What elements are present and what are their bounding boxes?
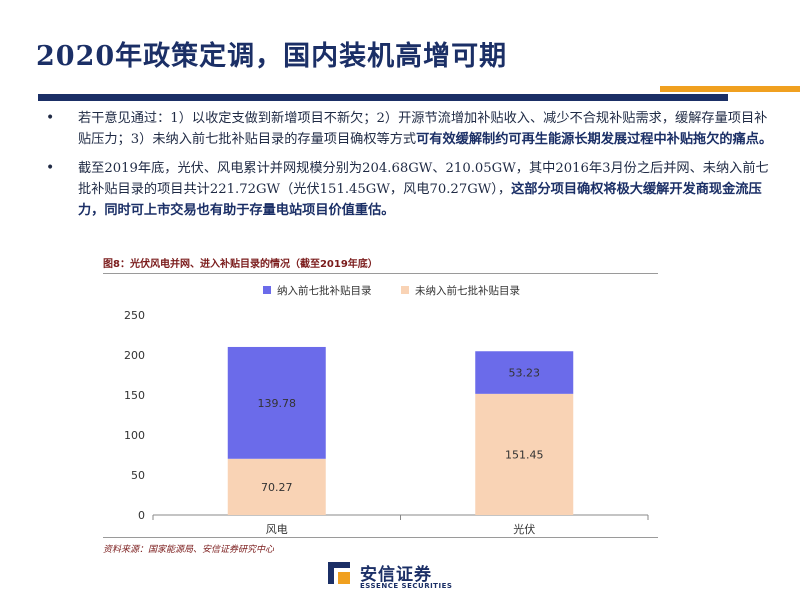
data-label: 139.78: [258, 397, 297, 410]
figure-top-rule: [103, 273, 658, 274]
legend-label: 纳入前七批补贴目录: [277, 284, 372, 297]
figure-bottom-rule: [103, 537, 658, 538]
figure: 图8：光伏风电并网、进入补贴目录的情况（截至2019年底） 0 50 100 150 2…: [103, 255, 658, 555]
bar-segment: [475, 393, 574, 515]
title-rule-blue: [38, 94, 728, 101]
logo-mark-icon: [328, 562, 350, 584]
bullet-text: 若干意见通过：1）以收定支做到新增项目不新欠；2）开源节流增加补贴收入、减少不合…: [78, 111, 768, 147]
y-tick-label: 50: [131, 469, 145, 482]
bullet-item: • 若干意见通过：1）以收定支做到新增项目不新欠；2）开源节流增加补贴收入、减少…: [38, 108, 773, 150]
y-tick-label: 150: [124, 389, 145, 402]
bullet-marker: •: [46, 160, 55, 176]
x-tick-label: 风电: [266, 523, 288, 536]
y-tick-label: 250: [124, 309, 145, 322]
bullet-bold-text: 这部分项目确权将极大缓解开发商现金流压力，同时可上市交易也有助于存量电站项目价值…: [78, 182, 762, 218]
data-label: 151.45: [505, 448, 544, 461]
bullet-item: • 截至2019年底，光伏、风电累计并网规模分别为204.68GW、210.05…: [38, 158, 773, 221]
company-logo: 安信证券 ESSENCE SECURITIES: [326, 560, 476, 596]
bullet-text: 截至2019年底，光伏、风电累计并网规模分别为204.68GW、210.05GW…: [78, 161, 769, 197]
bullet-marker: •: [46, 110, 55, 126]
legend-swatch: [401, 286, 409, 294]
data-label: 53.23: [509, 367, 541, 380]
bar-segment: [227, 458, 326, 515]
y-tick-label: 0: [138, 509, 145, 522]
x-tick-label: 光伏: [513, 522, 535, 536]
figure-source: 资料来源：国家能源局、安信证券研究中心: [103, 545, 275, 555]
figure-caption: 图8：光伏风电并网、进入补贴目录的情况（截至2019年底）: [103, 259, 378, 270]
bullet-bold-text: 可有效缓解制约可再生能源长期发展过程中补贴拖欠的痛点。: [416, 132, 773, 147]
data-label: 70.27: [261, 481, 293, 494]
bullet-list: • 若干意见通过：1）以收定支做到新增项目不新欠；2）开源节流增加补贴收入、减少…: [38, 108, 773, 229]
logo-name-en: ESSENCE SECURITIES: [360, 582, 453, 590]
bar-segment: [475, 351, 574, 394]
stacked-bar-chart: 0 50 100 150 200 250 70.27 139.78 风电 151.45 53.23 光…: [124, 284, 649, 536]
y-tick-label: 100: [124, 429, 145, 442]
logo-name-cn: 安信证券: [360, 565, 432, 585]
legend-swatch: [263, 286, 271, 294]
slide-title: 2020年政策定调，国内装机高增可期: [36, 41, 508, 72]
y-tick-label: 200: [124, 349, 145, 362]
title-accent-orange: [660, 86, 800, 92]
bar-segment: [227, 346, 326, 459]
legend-label: 未纳入前七批补贴目录: [415, 284, 520, 297]
